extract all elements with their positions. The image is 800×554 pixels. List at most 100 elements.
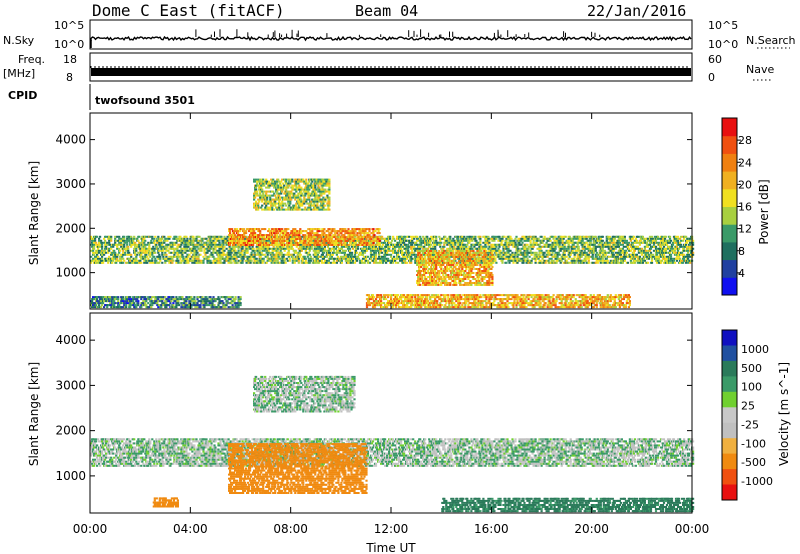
data-cell xyxy=(467,239,470,242)
data-cell xyxy=(189,241,192,244)
data-cell xyxy=(286,259,289,262)
data-cell xyxy=(635,253,638,256)
data-cell xyxy=(275,257,278,260)
data-cell xyxy=(351,257,355,260)
data-cell xyxy=(374,257,378,260)
data-cell xyxy=(271,251,274,254)
data-cell xyxy=(400,247,403,250)
data-cell xyxy=(123,237,126,240)
data-cell xyxy=(310,245,313,248)
data-cell xyxy=(210,245,213,248)
data-cell xyxy=(672,259,676,262)
data-cell xyxy=(621,249,624,252)
data-cell xyxy=(93,247,96,250)
data-cell xyxy=(177,261,180,264)
data-cell xyxy=(446,243,449,246)
data-cell xyxy=(233,244,236,246)
data-cell xyxy=(382,261,385,264)
data-cell xyxy=(629,257,632,260)
data-cell xyxy=(589,239,592,242)
data-cell xyxy=(259,253,262,256)
data-cell xyxy=(571,239,574,242)
data-cell xyxy=(212,251,215,254)
data-cell xyxy=(329,257,332,260)
data-cell xyxy=(339,255,342,258)
data-cell xyxy=(259,257,262,260)
data-cell xyxy=(101,253,104,256)
data-cell xyxy=(183,237,186,240)
data-cell xyxy=(417,237,420,240)
data-cell xyxy=(269,253,272,256)
data-cell xyxy=(495,261,498,264)
data-cell xyxy=(229,236,232,239)
data-cell xyxy=(457,237,460,240)
data-cell xyxy=(218,249,221,252)
data-cell xyxy=(149,255,152,258)
data-cell xyxy=(179,257,182,260)
data-cell xyxy=(399,259,402,262)
data-cell xyxy=(165,247,168,250)
data-cell xyxy=(338,257,341,260)
data-cell xyxy=(227,261,230,264)
data-cell xyxy=(595,241,598,244)
data-cell xyxy=(387,243,390,246)
data-cell xyxy=(646,261,649,264)
data-cell xyxy=(542,253,545,256)
data-cell xyxy=(243,230,246,233)
data-cell xyxy=(143,261,146,264)
data-cell xyxy=(249,261,252,264)
data-cell xyxy=(221,255,224,258)
data-cell xyxy=(603,255,606,258)
data-cell xyxy=(664,251,668,254)
data-cell xyxy=(356,245,360,248)
data-cell xyxy=(108,239,111,242)
data-cell xyxy=(272,245,275,248)
data-cell xyxy=(237,232,240,235)
data-cell xyxy=(425,237,428,240)
data-cell xyxy=(357,239,361,242)
data-cell xyxy=(181,239,184,242)
data-cell xyxy=(218,239,221,242)
data-cell xyxy=(425,239,428,242)
data-cell xyxy=(592,251,595,254)
data-cell xyxy=(680,235,683,238)
data-cell xyxy=(402,237,405,240)
data-cell xyxy=(514,237,517,240)
data-cell xyxy=(429,241,432,244)
data-cell xyxy=(236,261,239,264)
data-cell xyxy=(497,247,500,250)
data-cell xyxy=(669,259,673,262)
data-cell xyxy=(538,243,541,246)
data-cell xyxy=(671,243,675,246)
data-cell xyxy=(195,237,198,240)
data-cell xyxy=(134,253,137,256)
data-cell xyxy=(536,253,539,256)
data-cell xyxy=(108,241,111,244)
data-cell xyxy=(255,247,258,250)
data-cell xyxy=(124,253,127,256)
data-cell xyxy=(616,253,619,256)
data-cell xyxy=(460,245,463,248)
data-cell xyxy=(229,253,232,256)
data-cell xyxy=(242,240,245,242)
data-cell xyxy=(561,243,564,246)
data-cell xyxy=(359,251,363,254)
data-cell xyxy=(246,255,249,258)
data-cell xyxy=(549,249,552,252)
data-cell xyxy=(605,257,608,260)
data-cell xyxy=(543,259,546,262)
data-cell xyxy=(485,235,488,238)
data-cell xyxy=(253,230,256,233)
data-cell xyxy=(418,245,421,248)
data-cell xyxy=(122,261,125,264)
data-cell xyxy=(257,247,260,250)
data-cell xyxy=(554,251,557,254)
data-cell xyxy=(573,259,576,262)
data-cell xyxy=(245,230,248,233)
data-cell xyxy=(525,255,528,258)
data-cell xyxy=(429,245,432,248)
data-cell xyxy=(624,253,627,256)
data-cell xyxy=(308,261,311,264)
data-cell xyxy=(534,261,537,264)
data-cell xyxy=(410,247,413,250)
